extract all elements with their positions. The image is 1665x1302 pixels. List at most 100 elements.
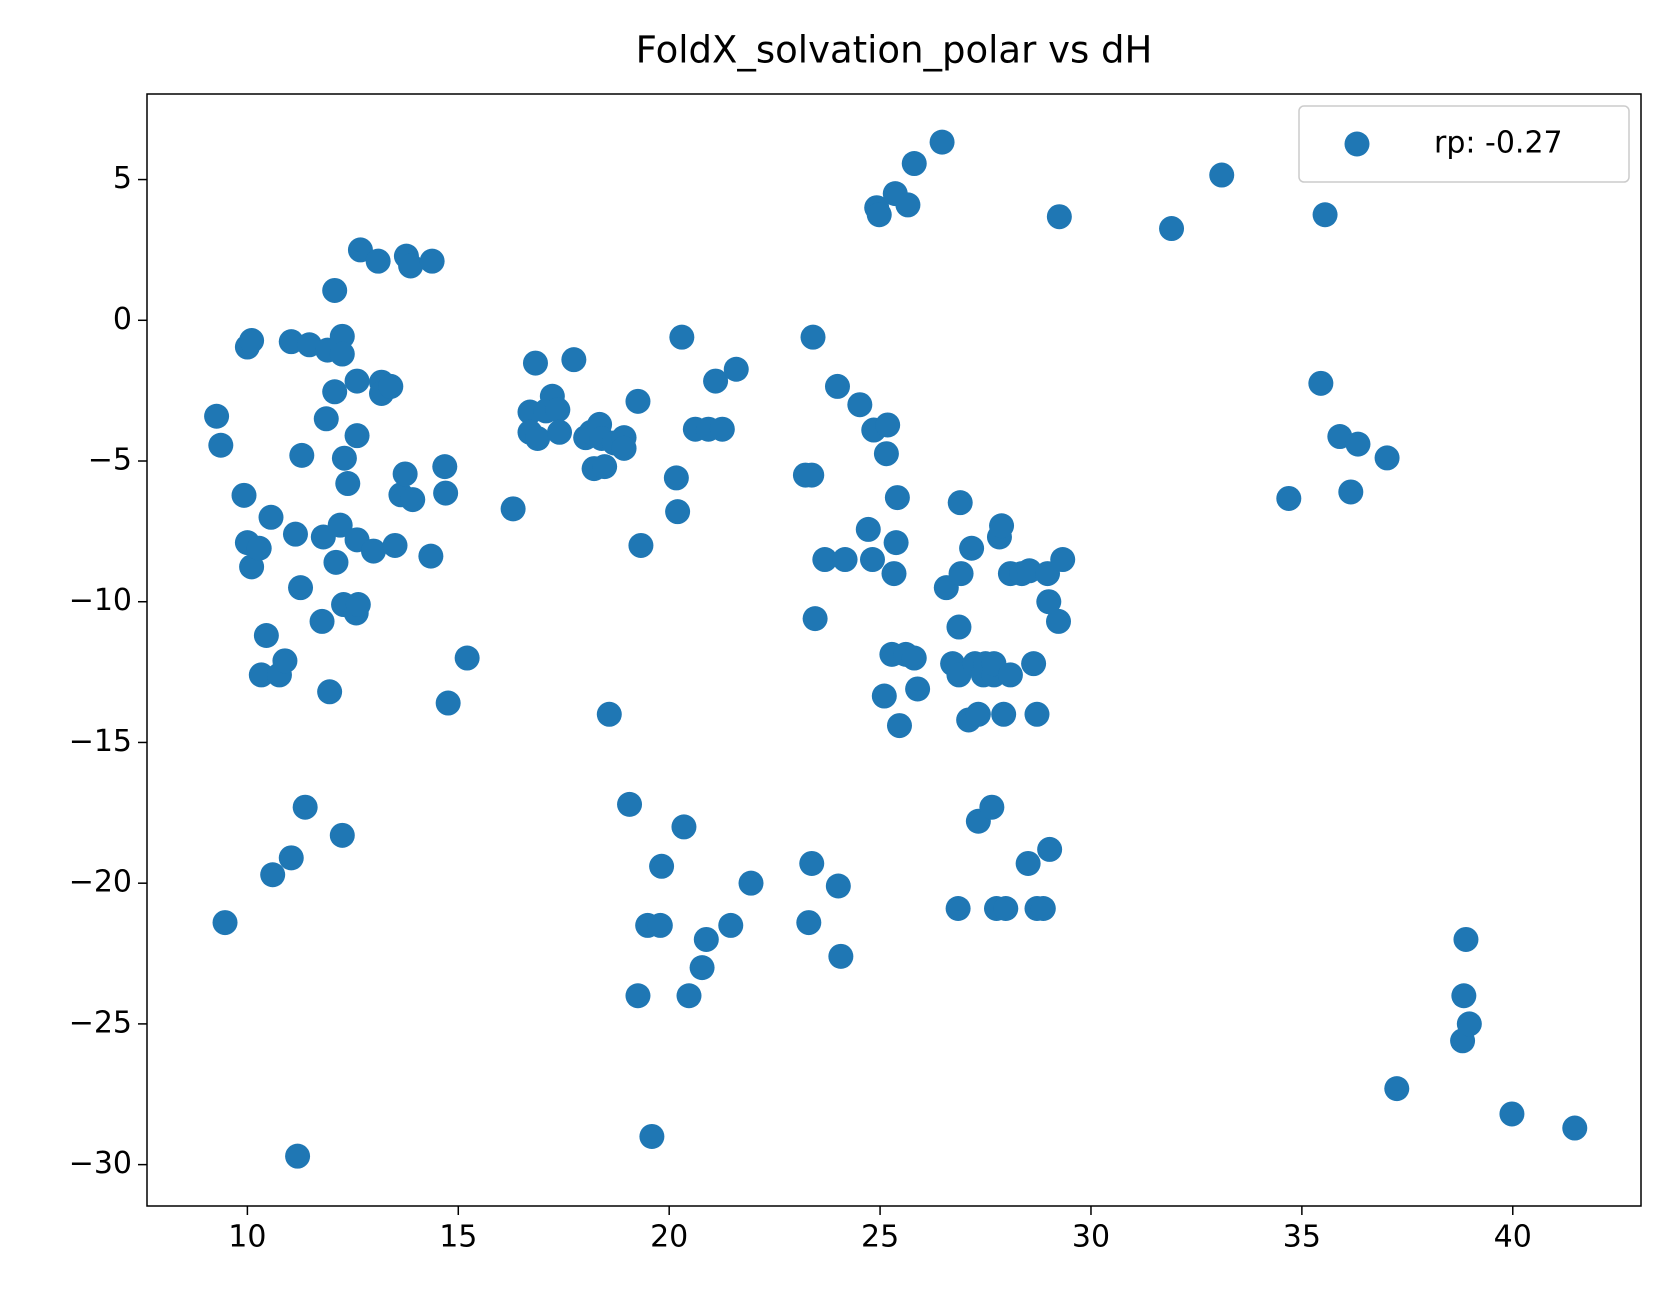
point	[871, 683, 897, 709]
point	[260, 862, 286, 888]
point	[824, 373, 850, 399]
point	[418, 543, 444, 569]
point	[398, 253, 424, 279]
point	[347, 237, 373, 263]
point	[718, 912, 744, 938]
point	[253, 623, 279, 649]
y-tick-label: −30	[69, 1146, 132, 1181]
point	[313, 406, 339, 432]
point	[625, 983, 651, 1009]
point	[258, 504, 284, 530]
point	[946, 614, 972, 640]
point	[965, 701, 991, 727]
point	[993, 896, 1019, 922]
x-tick-label: 35	[1283, 1220, 1321, 1255]
point	[901, 151, 927, 177]
point	[1453, 926, 1479, 952]
point	[1015, 850, 1041, 876]
point	[884, 485, 910, 511]
point	[1308, 370, 1334, 396]
point	[693, 926, 719, 952]
point	[1312, 202, 1338, 228]
point	[1037, 836, 1063, 862]
y-tick-label: 0	[113, 302, 132, 337]
point	[669, 324, 695, 350]
point	[1345, 431, 1371, 457]
point	[331, 445, 357, 471]
point	[329, 323, 355, 349]
point	[1046, 204, 1072, 230]
y-tick-label: −25	[69, 1005, 132, 1040]
x-tick-label: 25	[861, 1220, 899, 1255]
point	[323, 549, 349, 575]
point	[895, 192, 921, 218]
point	[545, 397, 571, 423]
point	[665, 499, 691, 525]
point	[435, 690, 461, 716]
point	[709, 416, 735, 442]
y-tick-label: −5	[88, 443, 132, 478]
point	[905, 676, 931, 702]
point	[1030, 896, 1056, 922]
point	[1209, 162, 1235, 188]
point	[989, 513, 1015, 539]
point	[1050, 547, 1076, 573]
point	[454, 645, 480, 671]
x-tick-label: 20	[650, 1220, 688, 1255]
point	[561, 347, 587, 373]
point	[322, 379, 348, 405]
x-tick-label: 15	[439, 1220, 477, 1255]
y-tick-label: −15	[69, 724, 132, 759]
point	[335, 471, 361, 497]
point	[329, 822, 355, 848]
point	[345, 592, 371, 618]
point	[522, 350, 548, 376]
point	[812, 547, 838, 573]
point	[832, 547, 858, 573]
point	[596, 701, 622, 727]
point	[1384, 1076, 1410, 1102]
point	[204, 403, 230, 429]
point	[671, 814, 697, 840]
point	[392, 461, 418, 487]
point	[327, 512, 353, 538]
point	[649, 853, 675, 879]
point	[800, 324, 826, 350]
point	[979, 794, 1005, 820]
point	[881, 561, 907, 587]
point	[1499, 1101, 1525, 1127]
plot-frame	[146, 93, 1642, 1207]
point	[866, 202, 892, 228]
point	[500, 496, 526, 522]
point	[400, 487, 426, 513]
point	[901, 645, 927, 671]
point	[825, 873, 851, 899]
point	[929, 129, 955, 155]
point	[282, 521, 308, 547]
point	[365, 248, 391, 274]
point	[945, 896, 971, 922]
chart-title: FoldX_solvation_polar vs dH	[636, 29, 1153, 72]
point	[689, 955, 715, 981]
point	[611, 435, 637, 461]
point	[322, 277, 348, 303]
point	[883, 530, 909, 556]
point	[288, 575, 314, 601]
point	[433, 480, 459, 506]
x-tick-label: 10	[228, 1220, 266, 1255]
point	[592, 454, 618, 480]
point	[272, 648, 298, 674]
point	[382, 532, 408, 558]
point	[292, 794, 318, 820]
legend-box	[1298, 105, 1630, 183]
point	[547, 419, 573, 445]
x-tick-label: 40	[1494, 1220, 1532, 1255]
point	[991, 701, 1017, 727]
point	[628, 532, 654, 558]
point	[947, 490, 973, 516]
point	[239, 328, 265, 354]
point	[1456, 1011, 1482, 1037]
